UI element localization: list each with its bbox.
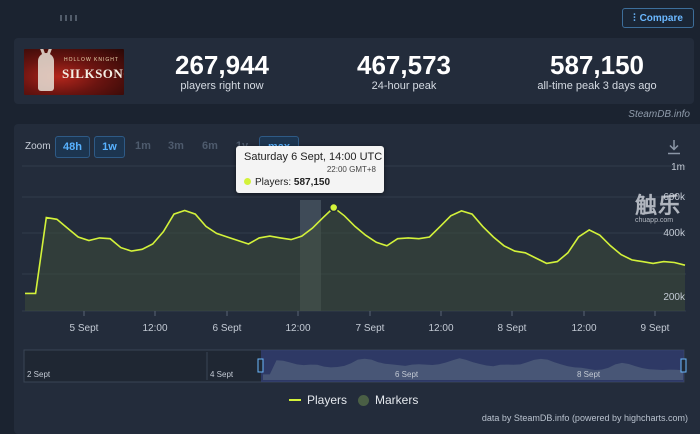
stat-alltime-peak-label: all-time peak 3 days ago [537, 80, 657, 92]
players-series-line[interactable] [25, 206, 686, 295]
watermark-logo: 触乐 [635, 193, 682, 218]
navigator-label: 6 Sept [395, 370, 419, 379]
hover-data-point[interactable] [328, 202, 339, 213]
series-dot-icon [244, 178, 251, 185]
stat-current-label: players right now [180, 80, 264, 92]
zoom-3m-button[interactable]: 3m [168, 140, 184, 152]
x-tick-label: 12:00 [142, 323, 167, 334]
stat-alltime-peak: 587,150 all-time peak 3 days ago [512, 51, 682, 92]
watermark-url: chuapp.com [635, 217, 674, 224]
stat-alltime-peak-value: 587,150 [550, 50, 644, 80]
x-tick-label: 12:00 [571, 323, 596, 334]
zoom-6m-button[interactable]: 6m [202, 140, 218, 152]
compare-button[interactable]: ⫶ Compare [622, 8, 694, 28]
chart-tooltip: Saturday 6 Sept, 14:00 UTC 22:00 GMT+8 P… [236, 146, 384, 193]
navigator-right-handle[interactable] [680, 358, 687, 373]
navigator-left-handle[interactable] [257, 358, 264, 373]
download-icon[interactable] [666, 139, 682, 155]
tooltip-value-row: Players: 587,150 [244, 177, 330, 188]
y-tick-label: 600k [663, 192, 686, 203]
zoom-label: Zoom [25, 141, 51, 152]
logo-subtitle: HOLLOW KNIGHT [64, 57, 119, 63]
legend-markers-label: Markers [375, 393, 419, 407]
stat-24h-peak-value: 467,573 [357, 50, 451, 80]
navigator-labels: 2 Sept 4 Sept 6 Sept 8 Sept [27, 370, 601, 379]
legend-line-icon [289, 399, 301, 401]
x-tick-label: 8 Sept [498, 323, 527, 334]
tooltip-value: 587,150 [293, 177, 331, 188]
navigator[interactable]: 2 Sept 4 Sept 6 Sept 8 Sept [23, 349, 687, 383]
stat-24h-peak-label: 24-hour peak [371, 80, 437, 92]
navigator-label: 2 Sept [27, 370, 51, 379]
hornet-figure [38, 53, 54, 91]
stat-current: 267,944 players right now [152, 51, 292, 92]
source-credit[interactable]: SteamDB.info [628, 109, 690, 120]
x-tick-label: 6 Sept [213, 323, 242, 334]
x-tick-label: 12:00 [285, 323, 310, 334]
players-area-fill [25, 207, 685, 311]
legend-players-label: Players [307, 393, 348, 407]
navigator-label: 4 Sept [210, 370, 234, 379]
legend-marker-icon [358, 394, 369, 406]
compare-icon: ⫶ [633, 12, 635, 24]
zoom-48h-button[interactable]: 48h [55, 136, 90, 158]
navigator-label: 8 Sept [577, 370, 601, 379]
navigator-series [263, 358, 683, 380]
legend-markers[interactable]: Markers [358, 393, 418, 407]
window-dots-decoration [60, 15, 78, 21]
x-tick-label: 7 Sept [356, 323, 385, 334]
legend-players[interactable]: Players [289, 393, 347, 407]
zoom-1w-button[interactable]: 1w [94, 136, 125, 158]
zoom-1m-button[interactable]: 1m [135, 140, 151, 152]
stat-current-value: 267,944 [175, 50, 269, 80]
y-axis-ticks: 200k 400k 600k 1m [663, 162, 686, 303]
x-tick-label: 9 Sept [641, 323, 670, 334]
tooltip-local-time: 22:00 GMT+8 [326, 165, 376, 174]
x-tick-label: 5 Sept [70, 323, 99, 334]
y-tick-label: 1m [671, 162, 685, 173]
x-axis-ticks: 5 Sept 12:00 6 Sept 12:00 7 Sept 12:00 8 Sept 1… [70, 311, 670, 334]
compare-label: Compare [639, 12, 683, 24]
watermark: 触乐 chuapp.com [635, 193, 685, 225]
stat-24h-peak: 467,573 24-hour peak [334, 51, 474, 92]
footer-credit[interactable]: data by SteamDB.info (powered by highcha… [481, 413, 688, 423]
y-tick-label: 400k [663, 228, 686, 239]
game-logo[interactable]: HOLLOW KNIGHT SILKSONG [24, 49, 124, 95]
tooltip-date: Saturday 6 Sept, 14:00 UTC [244, 151, 383, 163]
logo-title: SILKSONG [62, 66, 124, 81]
x-tick-label: 12:00 [428, 323, 453, 334]
stats-card: HOLLOW KNIGHT SILKSONG 267,944 players r… [14, 38, 694, 104]
tooltip-series-label: Players: [255, 177, 292, 188]
y-tick-label: 200k [663, 292, 686, 303]
